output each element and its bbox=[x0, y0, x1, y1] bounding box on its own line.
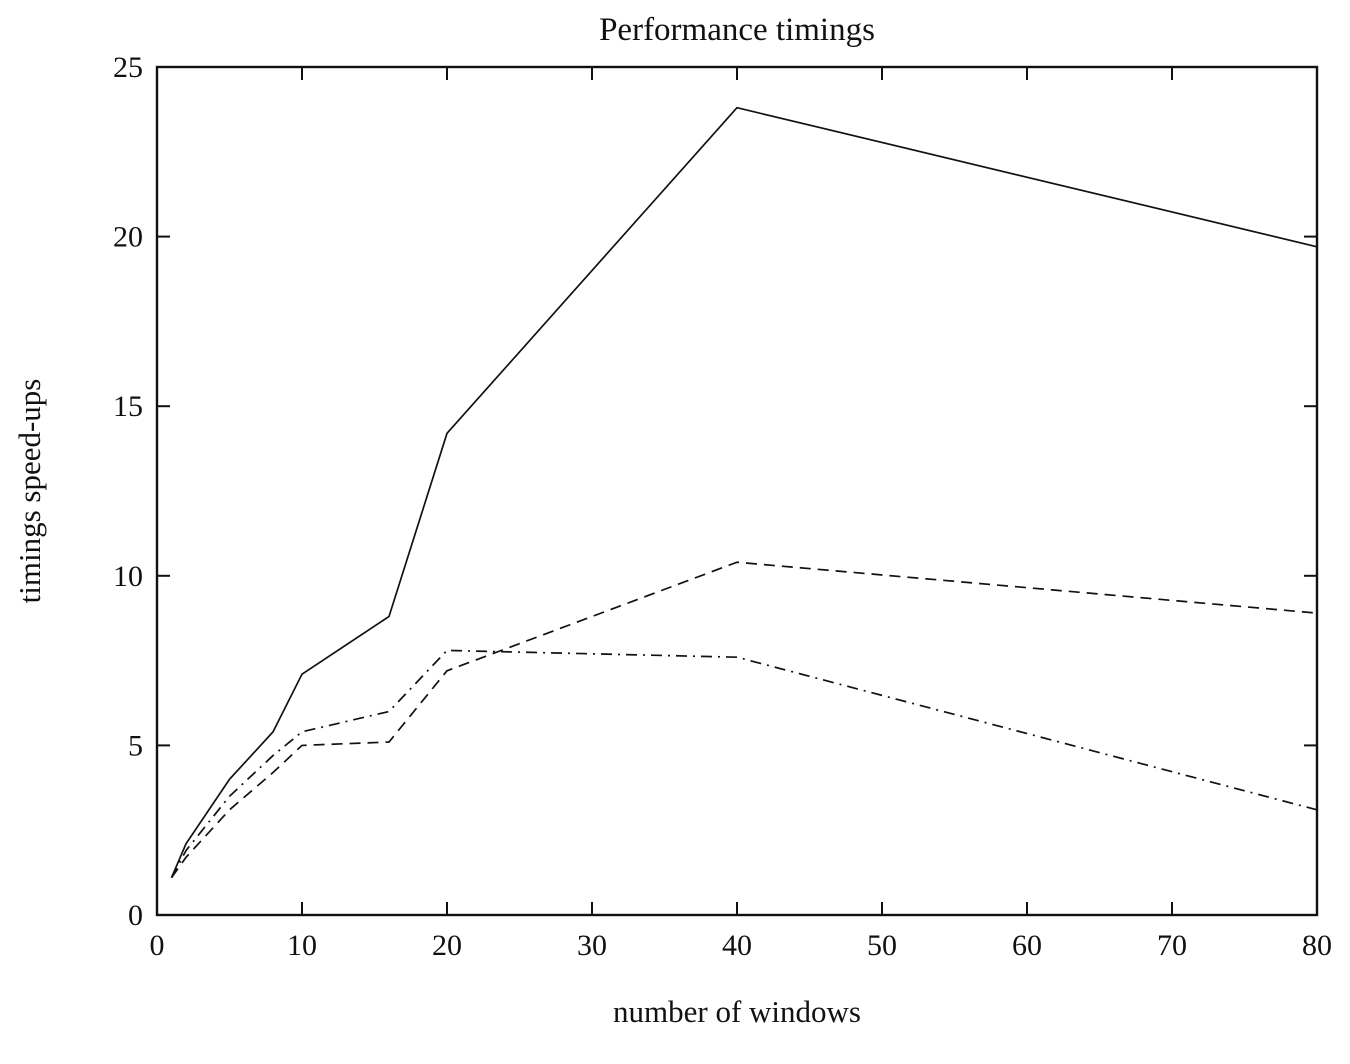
x-tick-label: 80 bbox=[1302, 929, 1332, 962]
chart-series bbox=[170, 106, 1318, 879]
series-dashed-line bbox=[170, 561, 1318, 879]
x-tick-label: 40 bbox=[722, 929, 752, 962]
y-tick-label: 0 bbox=[128, 899, 143, 932]
y-tick-label: 20 bbox=[113, 221, 143, 254]
x-tick-label: 30 bbox=[577, 929, 607, 962]
axis-ticks bbox=[156, 66, 1318, 916]
series-dash-dot-line bbox=[170, 649, 1318, 879]
x-tick-label: 50 bbox=[867, 929, 897, 962]
y-axis-label: timings speed-ups bbox=[12, 379, 47, 604]
y-tick-label: 25 bbox=[113, 51, 143, 84]
y-tick-label: 15 bbox=[113, 390, 143, 423]
axis-tick-labels: 0 10 20 30 40 50 60 70 80 0 5 10 15 20 25 bbox=[113, 51, 1332, 962]
x-axis-label: number of windows bbox=[613, 994, 861, 1029]
y-tick-label: 5 bbox=[128, 729, 143, 762]
x-tick-label: 0 bbox=[150, 929, 165, 962]
x-tick-label: 10 bbox=[287, 929, 317, 962]
x-tick-label: 20 bbox=[432, 929, 462, 962]
plot-frame bbox=[155, 65, 1319, 917]
y-tick-label: 10 bbox=[113, 560, 143, 593]
series-solid-line bbox=[170, 106, 1318, 879]
x-tick-label: 60 bbox=[1012, 929, 1042, 962]
x-tick-label: 70 bbox=[1157, 929, 1187, 962]
chart-title: Performance timings bbox=[599, 12, 875, 48]
axes-box bbox=[155, 65, 1319, 917]
